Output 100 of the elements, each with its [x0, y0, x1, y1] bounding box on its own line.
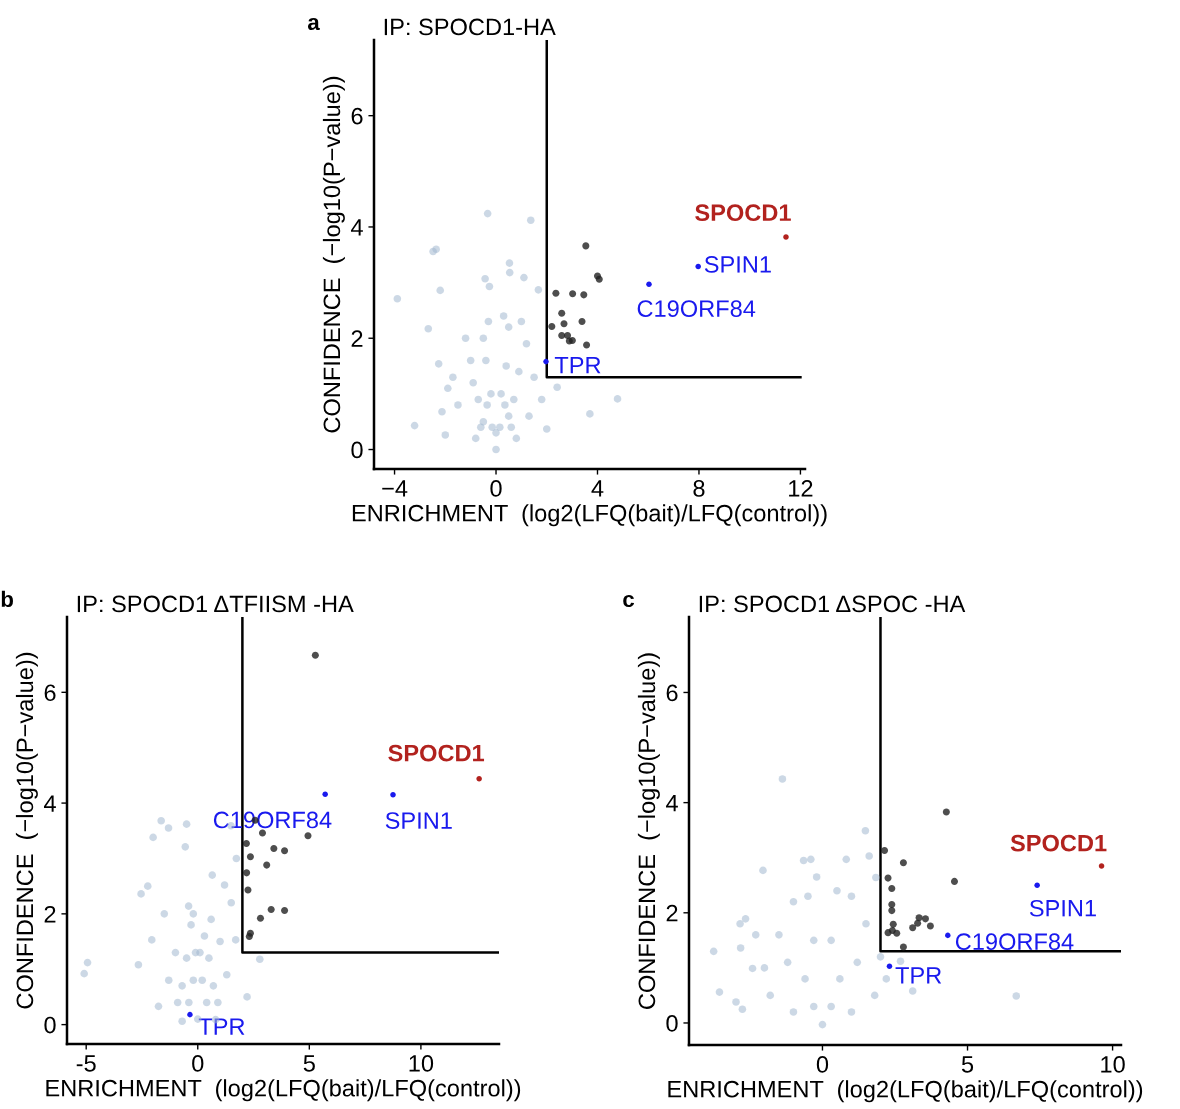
point — [899, 859, 907, 867]
point — [882, 975, 891, 983]
point — [1012, 992, 1021, 1000]
y-tick-label: 2 — [666, 904, 678, 922]
point — [827, 1002, 835, 1011]
point — [438, 407, 446, 416]
point — [182, 820, 191, 828]
point — [558, 309, 566, 317]
point — [889, 920, 897, 928]
x-tick-label: 0 — [192, 1055, 204, 1072]
point — [222, 970, 231, 979]
series-label: SPIN1 — [385, 812, 452, 829]
point — [187, 921, 195, 929]
point — [783, 234, 789, 240]
series-label: TPR — [198, 1018, 245, 1035]
point — [487, 390, 495, 398]
series-label: SPOCD1 — [695, 204, 791, 222]
point — [505, 268, 514, 277]
point — [481, 274, 489, 283]
point — [157, 817, 165, 825]
series-label: TPR — [554, 357, 601, 374]
point — [812, 873, 821, 881]
point — [393, 294, 402, 303]
point — [484, 317, 493, 326]
point — [83, 958, 92, 967]
point — [888, 901, 896, 909]
point — [646, 281, 652, 288]
point — [870, 991, 879, 1000]
point — [497, 390, 505, 398]
x-axis-title: ENRICHMENT (log2(LFQ(bait)/LFQ(control)) — [668, 1080, 1143, 1103]
point — [178, 982, 186, 990]
point — [799, 856, 808, 865]
point — [281, 906, 289, 915]
point — [80, 969, 88, 978]
point — [469, 378, 477, 387]
point — [182, 954, 191, 962]
point — [842, 855, 851, 864]
point — [205, 954, 213, 962]
point — [483, 401, 491, 409]
point — [476, 775, 482, 782]
point — [441, 431, 450, 439]
point — [202, 998, 211, 1007]
point — [501, 401, 509, 409]
point — [736, 920, 744, 928]
y-tick-label: 4 — [666, 794, 678, 812]
point — [884, 874, 892, 882]
point — [888, 885, 896, 893]
point — [164, 824, 173, 832]
point — [861, 826, 870, 835]
point — [178, 1017, 186, 1026]
point — [525, 412, 533, 420]
text: c — [623, 594, 635, 608]
point — [281, 847, 289, 855]
point — [865, 852, 873, 860]
point — [311, 651, 319, 659]
point — [466, 356, 475, 365]
y-tick-label: 0 — [666, 1015, 678, 1032]
point — [942, 808, 950, 816]
point — [847, 892, 856, 901]
point — [185, 998, 193, 1007]
point — [751, 931, 760, 939]
y-tick-label: 2 — [351, 330, 363, 347]
point — [789, 1008, 798, 1016]
point — [543, 358, 549, 365]
x-tick-label: -5 — [76, 1055, 96, 1072]
point — [522, 340, 531, 348]
y-tick-label: 4 — [351, 219, 363, 236]
chart-title: IP: SPOCD1 ΔTFIISM -HA — [77, 595, 354, 613]
point — [231, 936, 240, 944]
point — [921, 915, 929, 923]
point — [476, 423, 485, 432]
point — [759, 866, 767, 875]
point — [267, 905, 275, 913]
point — [454, 401, 462, 409]
x-tick-label: 5 — [303, 1055, 315, 1072]
point — [505, 259, 514, 267]
x-tick-label: −4 — [382, 480, 408, 497]
point — [198, 976, 207, 985]
point — [504, 412, 513, 420]
point — [695, 263, 701, 270]
x-tick-label: 12 — [789, 480, 813, 497]
point — [492, 445, 500, 454]
point — [564, 331, 572, 339]
point — [509, 395, 518, 404]
x-tick-label: 5 — [961, 1056, 974, 1073]
point — [888, 907, 896, 915]
point — [184, 902, 193, 910]
x-tick-label: 10 — [1101, 1056, 1125, 1073]
point — [243, 869, 251, 877]
point — [526, 216, 535, 225]
point — [520, 273, 528, 282]
point — [950, 877, 959, 885]
point — [502, 362, 510, 370]
x-tick-label: 8 — [693, 480, 705, 497]
point — [736, 944, 745, 952]
series-label: SPIN1 — [1029, 899, 1096, 917]
point — [137, 890, 145, 898]
x-axis-title: ENRICHMENT (log2(LFQ(bait)/LFQ(control)) — [46, 1079, 521, 1102]
point — [444, 384, 452, 393]
point — [926, 922, 934, 930]
